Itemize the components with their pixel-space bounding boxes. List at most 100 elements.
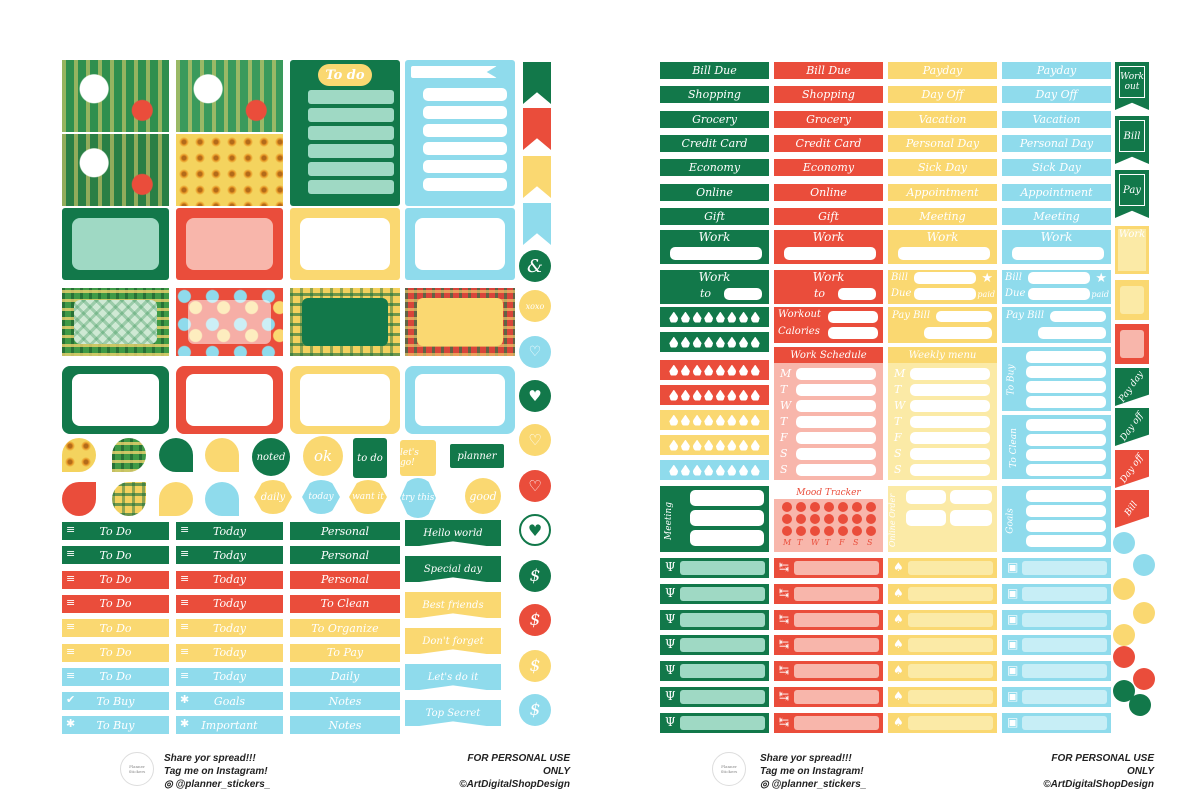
day-letter: S xyxy=(853,538,859,547)
side-work-yellow: Work xyxy=(1115,226,1149,274)
pattern-inner xyxy=(188,300,271,344)
input-line xyxy=(690,530,764,546)
truck-icon: ▣ xyxy=(1007,714,1019,729)
label-bar: ≡ Today xyxy=(176,643,283,662)
day-letter: S xyxy=(867,538,873,547)
mood-face-icon xyxy=(866,526,876,536)
side-flag-label: Bill xyxy=(1123,130,1141,142)
truck-icon: ▣ xyxy=(1007,689,1019,703)
label-bar: ✔ To Buy xyxy=(62,692,169,711)
ribbon-dayoff-red: Day off xyxy=(1115,450,1149,488)
square-label-todo: to do xyxy=(353,438,387,478)
todo-line xyxy=(308,108,394,122)
todo-line xyxy=(308,162,394,176)
online-order-card: Online Order xyxy=(888,486,997,552)
arrows-icon: ↹ xyxy=(779,560,790,574)
dollar-icon: $ xyxy=(529,656,541,676)
icon-bar-inner xyxy=(794,638,879,653)
dot-yellow xyxy=(1113,578,1135,600)
work-label: Work xyxy=(698,230,731,244)
label-sticker: Grocery xyxy=(774,110,883,128)
water-tracker-red xyxy=(660,385,769,405)
day-letter: W xyxy=(780,399,792,412)
circle-heart-green: ♥ xyxy=(519,380,551,412)
due-label: Due xyxy=(891,288,912,299)
hex-wantit: want it xyxy=(349,480,387,514)
logo-circle: Planner Stickers xyxy=(120,752,154,786)
flag-sticker-red xyxy=(523,108,551,150)
todo-card: To do xyxy=(290,60,400,206)
input-line xyxy=(690,510,764,526)
fork-knife-icon: Ψ xyxy=(665,689,676,703)
dollar-icon: $ xyxy=(529,700,541,720)
pay-bill-label: Pay Bill xyxy=(1006,310,1045,321)
input-line xyxy=(690,490,764,506)
ribbon-label: Bill xyxy=(1123,499,1141,519)
label-text: Goals xyxy=(213,694,246,708)
side-flag-pay: Pay xyxy=(1115,170,1149,218)
label-text: Shopping xyxy=(802,88,855,102)
input-line xyxy=(796,384,876,396)
label-text: To Do xyxy=(99,621,132,635)
copyright-text: ©ArtDigitalShopDesign xyxy=(459,779,570,790)
instagram-handle: @planner_stickers_ xyxy=(175,779,271,790)
icon-bar-sticker: ▣ xyxy=(1002,661,1111,682)
dot-red xyxy=(1133,668,1155,690)
input-line xyxy=(724,288,762,300)
mood-face-icon xyxy=(824,514,834,524)
icon-bar-sticker: Ψ xyxy=(660,661,769,682)
input-line xyxy=(1028,272,1090,284)
ribbon-label: Day off xyxy=(1118,410,1146,444)
work-to-sticker: Work to xyxy=(660,270,769,304)
side-work-inner: Work xyxy=(1118,229,1146,271)
label-sticker: Shopping xyxy=(660,86,769,104)
mood-face-icon xyxy=(782,514,792,524)
footer-left: Planner Stickers Share yor spread!!! Tag… xyxy=(120,748,590,794)
icon-bar-sticker: Ψ xyxy=(660,635,769,656)
water-tracker-red xyxy=(660,360,769,380)
mood-face-icon xyxy=(852,514,862,524)
input-line xyxy=(796,368,876,380)
fork-knife-icon: Ψ xyxy=(665,714,676,729)
dot-blue xyxy=(1133,554,1155,576)
label-bar: ≡ Today xyxy=(176,619,283,638)
workout-box: Workout Calories xyxy=(774,307,883,343)
mood-tracker-header: Mood Tracker xyxy=(774,486,883,499)
handle-line: ◎ @planner_stickers_ xyxy=(164,778,270,791)
label-text: To Clean xyxy=(320,597,370,611)
goals-card: Goals xyxy=(1002,486,1111,552)
fork-knife-icon: Ψ xyxy=(665,637,676,652)
mood-face-icon xyxy=(810,502,820,512)
logo-text: Planner Stickers xyxy=(128,764,146,774)
heart-icon: ♥ xyxy=(528,387,542,405)
share-line1: Share yor spread!!! xyxy=(760,753,852,764)
label-sticker: Day Off xyxy=(888,86,997,104)
label-sticker: Sick Day xyxy=(888,159,997,177)
circle-dollar-red: $ xyxy=(519,604,551,636)
icon-bar-inner xyxy=(908,586,993,601)
label-bar: To Pay xyxy=(290,643,400,662)
label-bar: Notes xyxy=(290,716,400,735)
input-line xyxy=(950,510,992,526)
side-flag-label-box: Bill xyxy=(1119,120,1145,152)
bill-label: Bill xyxy=(891,272,908,283)
work-sticker: Work xyxy=(774,230,883,264)
label-text: Personal Day xyxy=(1019,136,1094,150)
icon-bar-inner xyxy=(680,612,765,627)
todo-line xyxy=(308,126,394,140)
banner-top-secret: Top Secret xyxy=(405,700,501,726)
share-line1: Share yor spread!!! xyxy=(164,753,256,764)
pattern-box-cars xyxy=(405,288,515,356)
label-text: To Do xyxy=(99,670,132,684)
todo-title-badge: To do xyxy=(318,64,372,86)
paid-label: paid xyxy=(1091,290,1109,299)
instagram-icon: ◎ xyxy=(760,779,769,790)
label-text: Personal xyxy=(320,573,370,587)
flowers-pattern-sticker xyxy=(176,134,283,206)
circle-xoxo: xoxo xyxy=(519,290,551,322)
side-flag-label: Work out xyxy=(1120,72,1144,92)
work-label: Work xyxy=(926,230,959,244)
box-red xyxy=(176,208,283,280)
label-sticker: Economy xyxy=(774,159,883,177)
todo-line xyxy=(308,90,394,104)
